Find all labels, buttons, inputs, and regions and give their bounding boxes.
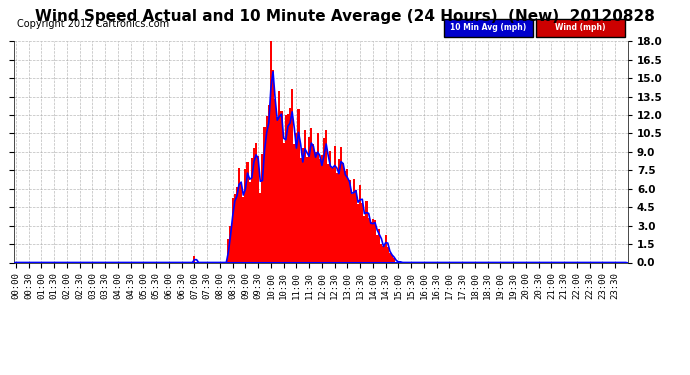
Bar: [336, 173, 338, 262]
Bar: [353, 178, 355, 262]
Bar: [297, 110, 299, 262]
Bar: [391, 255, 393, 262]
Bar: [227, 240, 230, 262]
Bar: [299, 159, 302, 262]
Bar: [355, 190, 357, 262]
Bar: [304, 130, 306, 262]
Bar: [366, 201, 368, 262]
Bar: [393, 258, 395, 262]
Bar: [280, 111, 283, 262]
Bar: [230, 226, 232, 262]
Bar: [376, 235, 378, 262]
Bar: [370, 222, 372, 262]
Bar: [278, 91, 280, 262]
Bar: [329, 151, 331, 262]
Bar: [397, 261, 400, 262]
Bar: [359, 185, 362, 262]
Bar: [266, 116, 268, 262]
Bar: [386, 248, 389, 262]
Bar: [250, 158, 253, 262]
Bar: [357, 204, 359, 262]
Bar: [257, 156, 259, 262]
Bar: [384, 236, 386, 262]
Bar: [242, 196, 244, 262]
Bar: [389, 253, 391, 262]
Bar: [325, 130, 327, 262]
Bar: [327, 164, 329, 262]
Bar: [240, 182, 242, 262]
Bar: [276, 117, 278, 262]
Text: Copyright 2012 Cartronics.com: Copyright 2012 Cartronics.com: [17, 19, 169, 29]
Bar: [259, 193, 262, 262]
Bar: [238, 168, 240, 262]
Bar: [342, 163, 344, 262]
Bar: [234, 194, 236, 262]
FancyBboxPatch shape: [444, 19, 533, 37]
Bar: [255, 143, 257, 262]
Bar: [313, 144, 315, 262]
Bar: [382, 246, 384, 262]
Bar: [291, 89, 293, 262]
Bar: [331, 168, 333, 262]
Bar: [317, 133, 319, 262]
Bar: [315, 152, 317, 262]
Bar: [333, 146, 336, 262]
Bar: [262, 154, 264, 262]
Bar: [344, 171, 346, 262]
Bar: [362, 203, 364, 262]
Bar: [372, 219, 374, 262]
Bar: [246, 162, 248, 262]
Bar: [323, 138, 325, 262]
Bar: [319, 159, 321, 262]
Bar: [244, 169, 246, 262]
Bar: [283, 143, 285, 262]
Bar: [295, 133, 297, 262]
Bar: [364, 216, 366, 262]
Bar: [248, 182, 250, 262]
Bar: [232, 198, 234, 262]
Text: Wind (mph): Wind (mph): [555, 24, 606, 33]
Bar: [380, 244, 382, 262]
Bar: [310, 128, 313, 262]
Bar: [306, 157, 308, 262]
Bar: [268, 105, 270, 262]
Bar: [340, 147, 342, 262]
Bar: [274, 99, 276, 262]
Bar: [193, 256, 195, 262]
FancyBboxPatch shape: [535, 19, 625, 37]
Text: 10 Min Avg (mph): 10 Min Avg (mph): [450, 24, 526, 33]
Bar: [293, 144, 295, 262]
Bar: [374, 220, 376, 262]
Bar: [287, 114, 289, 262]
Bar: [253, 148, 255, 262]
Bar: [338, 159, 340, 262]
Bar: [368, 218, 370, 262]
Bar: [302, 148, 304, 262]
Bar: [264, 127, 266, 262]
Text: Wind Speed Actual and 10 Minute Average (24 Hours)  (New)  20120828: Wind Speed Actual and 10 Minute Average …: [35, 9, 655, 24]
Bar: [289, 108, 291, 262]
Bar: [348, 180, 351, 262]
Bar: [351, 194, 353, 262]
Bar: [272, 70, 274, 262]
Bar: [378, 230, 380, 262]
Bar: [346, 169, 348, 262]
Bar: [308, 137, 310, 262]
Bar: [285, 115, 287, 262]
Bar: [270, 40, 272, 262]
Bar: [321, 155, 323, 262]
Bar: [236, 187, 238, 262]
